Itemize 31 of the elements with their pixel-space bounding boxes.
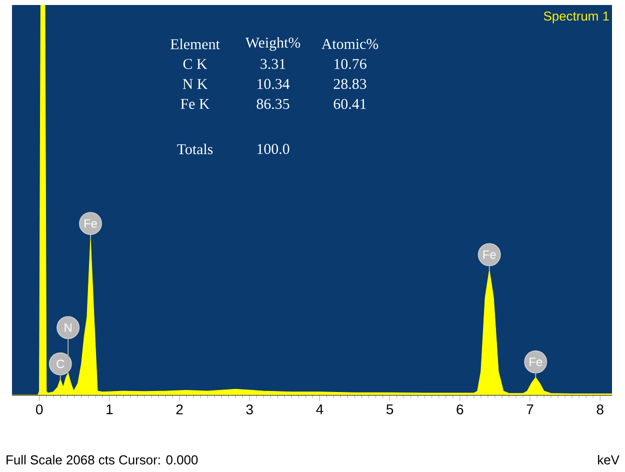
annotation: C K (183, 58, 208, 70)
annotation: Totals (177, 144, 213, 154)
annotation: 10.76 (334, 58, 366, 70)
annotation: Weight% (245, 37, 300, 51)
x-tick-label: 1 (106, 404, 113, 414)
annotation: 60.41 (334, 98, 366, 110)
x-tick-label: 0 (36, 404, 43, 414)
annotation: N K (182, 79, 208, 89)
annotation: 100.0 (258, 144, 290, 154)
x-tick-label: 3 (246, 404, 253, 414)
x-tick-label: 7 (526, 404, 534, 414)
annotation: 10.34 (258, 78, 290, 90)
x-tick-label: 8 (596, 404, 604, 414)
annotation: Fe (84, 219, 97, 228)
annotation: Atomic% (322, 38, 378, 50)
annotation: Fe (530, 358, 542, 366)
annotation: 3.31 (260, 58, 286, 70)
text: Full Scale 2068 cts Cursor: 0.000 (6, 454, 198, 464)
annotation: Fe K (180, 99, 210, 109)
annotation: N (64, 324, 72, 332)
annotation: 86.35 (256, 98, 290, 110)
x-tick-label: 6 (456, 404, 464, 414)
annotation: Element (170, 38, 220, 50)
annotation: C (56, 360, 64, 368)
x-axis-title: keV (598, 454, 620, 464)
chart-title: Spectrum 1 (544, 12, 609, 24)
annotation: Fe (483, 250, 496, 259)
x-tick-label: 4 (316, 404, 324, 414)
annotation: 28.83 (334, 78, 366, 90)
x-tick-label: 2 (176, 404, 183, 414)
x-tick-label: 5 (386, 404, 394, 414)
